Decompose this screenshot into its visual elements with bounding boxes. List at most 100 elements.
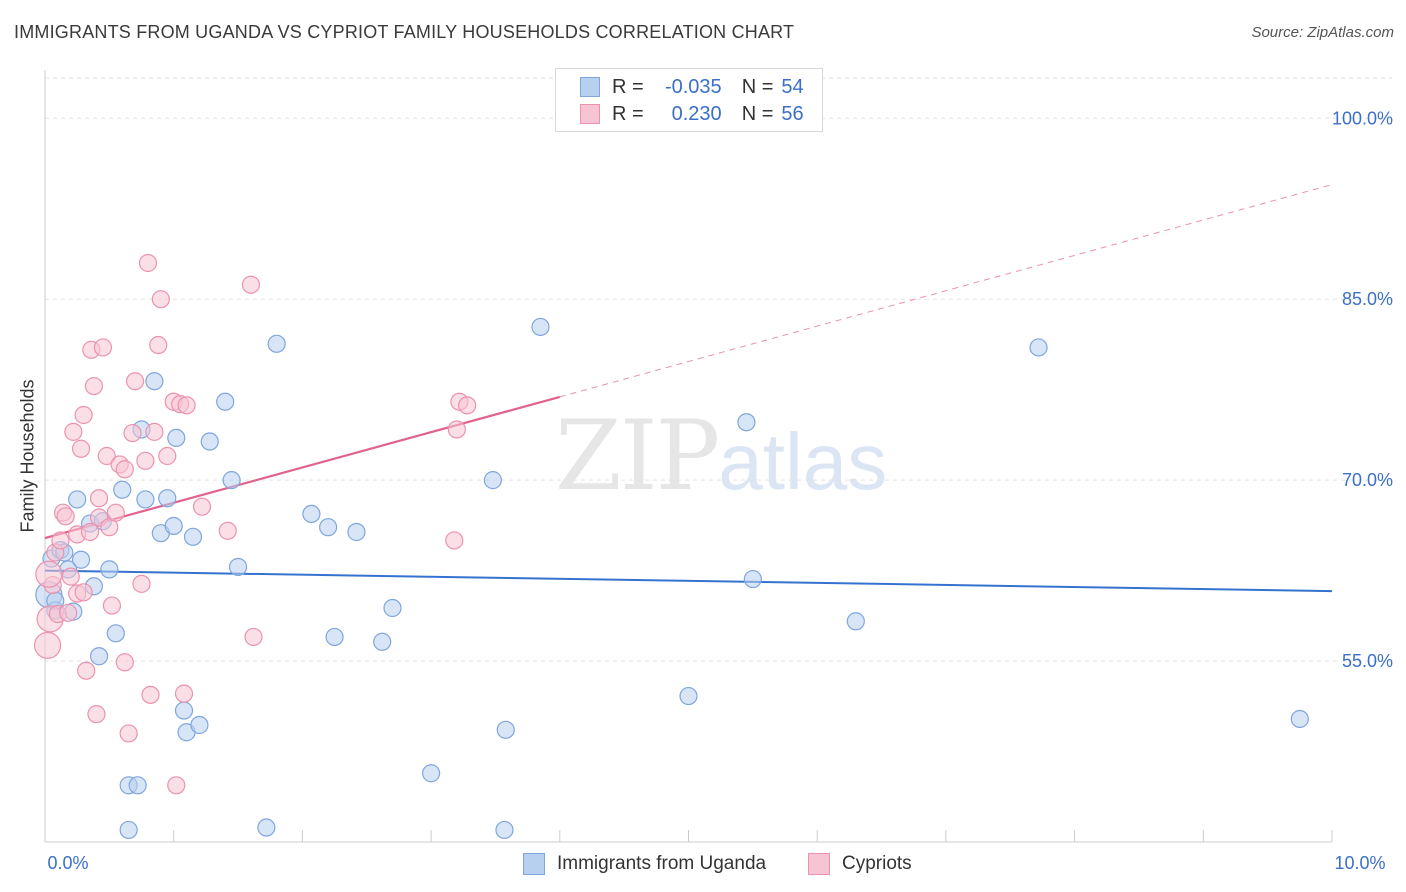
n-label: N =: [741, 75, 774, 98]
trend-line-cypriots: [44, 395, 561, 540]
series-legend-cypriots[interactable]: Cypriots: [808, 852, 912, 876]
uganda-point: [113, 480, 132, 499]
uganda-point: [216, 392, 235, 411]
uganda-point: [228, 557, 248, 577]
uganda-point: [1029, 338, 1048, 357]
cypriot-point: [74, 583, 93, 602]
cypriot-point: [136, 451, 155, 470]
series-legend-uganda[interactable]: Immigrants from Uganda: [523, 852, 766, 876]
uganda-point: [319, 518, 338, 537]
series-swatch-cypriots: [808, 853, 830, 875]
uganda-point: [190, 715, 209, 735]
legend-swatch-cypriots: [580, 104, 600, 124]
stats-legend: R = -0.035 N = 54 R = 0.230 N = 56: [555, 68, 823, 132]
cypriot-point: [445, 531, 464, 550]
cypriot-point: [74, 405, 93, 425]
uganda-point: [302, 504, 321, 524]
uganda-point: [495, 820, 514, 840]
r-label: R =: [612, 102, 644, 125]
uganda-point: [325, 627, 344, 647]
cypriot-point: [61, 567, 80, 586]
cypriot-point: [51, 531, 70, 550]
legend-row-cypriots: R = 0.230 N = 56: [580, 101, 804, 127]
cypriot-point: [177, 396, 196, 415]
uganda-point: [422, 764, 441, 783]
chart-title: IMMIGRANTS FROM UGANDA VS CYPRIOT FAMILY…: [14, 22, 795, 42]
uganda-point: [257, 818, 276, 837]
cypriot-point: [174, 684, 194, 703]
cypriot-point: [145, 422, 164, 441]
cypriot-point: [77, 661, 96, 680]
uganda-point: [531, 317, 550, 337]
uganda-point: [373, 632, 392, 651]
cypriot-point: [84, 376, 104, 396]
data-points: [33, 253, 1309, 840]
uganda-point: [200, 432, 219, 451]
uganda-point: [68, 490, 87, 509]
series-label-uganda: Immigrants from Uganda: [557, 853, 767, 874]
uganda-point: [267, 334, 286, 353]
uganda-point: [164, 516, 183, 536]
series-label-cypriots: Cypriots: [842, 853, 912, 874]
cypriot-point: [167, 776, 186, 795]
uganda-point: [1290, 709, 1309, 729]
cypriot-point: [97, 446, 116, 466]
uganda-point: [136, 490, 155, 509]
cypriot-point: [241, 275, 261, 294]
x-tick-label-min: 0.0%: [47, 853, 88, 873]
series-swatch-uganda: [523, 853, 545, 875]
uganda-point: [846, 612, 865, 631]
cypriot-point: [447, 420, 466, 439]
n-label: N =: [741, 102, 774, 125]
cypriot-point: [93, 338, 113, 357]
watermark-atlas: atlas: [718, 417, 888, 506]
uganda-point: [222, 471, 241, 490]
uganda-point: [743, 569, 762, 589]
cypriot-point: [106, 503, 125, 522]
uganda-point: [145, 372, 164, 391]
axes: [44, 70, 1333, 843]
cypriot-point: [149, 335, 168, 355]
cypriot-point: [115, 653, 134, 672]
cypriot-point: [71, 439, 91, 458]
uganda-point: [158, 489, 177, 508]
cypriot-point: [132, 574, 151, 593]
uganda-point: [183, 527, 203, 546]
cypriot-point: [141, 685, 160, 704]
trend-line-uganda: [44, 569, 1333, 593]
trend-line-cypriots-projection: [559, 184, 1333, 398]
uganda-point: [383, 598, 402, 618]
uganda-point: [483, 471, 502, 490]
cypriot-point: [80, 522, 100, 542]
cypriot-point: [89, 489, 109, 508]
uganda-point: [71, 550, 91, 569]
cypriot-point: [125, 372, 145, 391]
cypriot-point: [123, 423, 142, 443]
cypriot-point: [33, 631, 62, 659]
n-value: 54: [781, 75, 804, 98]
cypriot-point: [35, 560, 63, 588]
uganda-point: [496, 720, 515, 739]
cypriot-point: [458, 396, 477, 415]
uganda-point: [128, 776, 147, 795]
uganda-point: [100, 560, 119, 579]
y-tick-label: 85.0%: [1342, 289, 1393, 309]
y-tick-label: 70.0%: [1342, 470, 1393, 490]
uganda-point: [167, 428, 186, 448]
r-value: 0.230: [671, 102, 722, 125]
legend-swatch-uganda: [580, 77, 600, 97]
cypriot-point: [59, 603, 78, 622]
y-tick-label: 55.0%: [1342, 651, 1393, 671]
uganda-point: [679, 686, 698, 706]
uganda-point: [174, 701, 194, 720]
source-credit: Source: ZipAtlas.com: [1251, 24, 1394, 41]
x-tick-label-max: 10.0%: [1334, 853, 1385, 873]
r-value: -0.035: [664, 75, 722, 98]
cypriot-point: [138, 253, 158, 273]
r-label: R =: [612, 75, 644, 98]
cypriot-point: [218, 521, 237, 540]
watermark-zip: ZIP: [555, 400, 720, 512]
cypriot-point: [56, 507, 75, 526]
trend-lines: [44, 184, 1333, 593]
